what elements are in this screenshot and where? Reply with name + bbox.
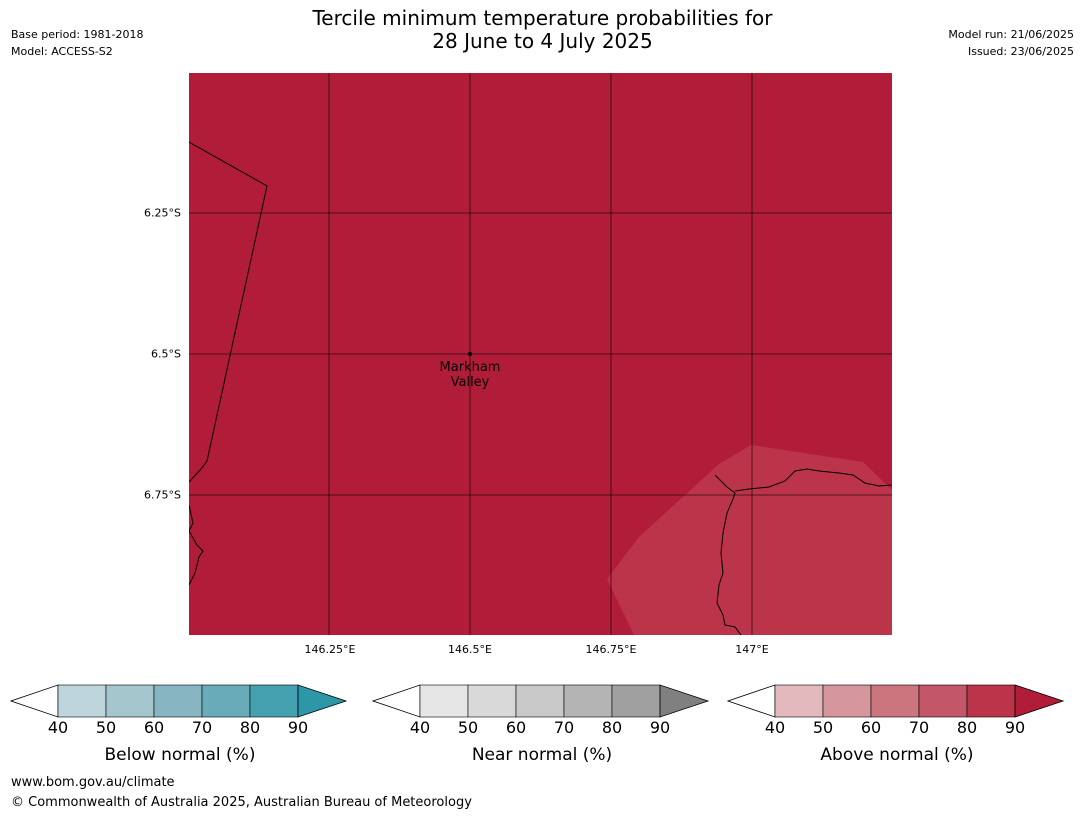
legend-tick: 90 [1004,718,1026,737]
legend-tick: 70 [908,718,930,737]
colorbar-below-normal [10,684,348,718]
map-panel[interactable] [189,73,892,635]
colorbar-segment [611,684,661,718]
colorbar-segment [153,684,203,718]
colorbar-segment [822,684,872,718]
footer-copyright: © Commonwealth of Australia 2025, Austra… [11,795,472,810]
legend-tick: 50 [812,718,834,737]
lon-label: 146.75°E [585,643,637,656]
lat-label: 6.75°S [144,488,181,502]
colorbar-above-normal [727,684,1065,718]
legend-near-normal: 40 50 60 70 80 90 Near normal (%) [372,684,712,765]
coastline-southeast [714,474,742,635]
colorbar-lower-extension [10,684,59,718]
lighter-probability-region [607,445,892,635]
lat-label: 6.5°S [151,347,181,361]
colorbar-segment [419,684,469,718]
place-name-line-2: Valley [450,375,490,390]
issued-text: Issued: 23/06/2025 [967,45,1074,58]
colorbar-upper-extension [1014,684,1065,718]
map-title: Tercile minimum temperature probabilitie… [0,7,1085,53]
model-run-text: Model run: 21/06/2025 [948,28,1074,41]
legend-ticks: 40 50 60 70 80 90 [372,718,712,738]
colorbar-segment [105,684,155,718]
colorbar-segment [563,684,613,718]
legend-tick: 80 [239,718,261,737]
colorbar-segment [249,684,299,718]
map-svg [189,73,892,635]
colorbar-segment [966,684,1016,718]
legend-tick: 40 [47,718,69,737]
model-text: Model: ACCESS-S2 [11,45,113,58]
legend-tick: 60 [505,718,527,737]
coastline-southwest [189,504,204,586]
colorbar-lower-extension [372,684,421,718]
legend-tick: 40 [764,718,786,737]
colorbar-upper-extension [297,684,348,718]
coastline-gulf [734,468,892,492]
legend-ticks: 40 50 60 70 80 90 [10,718,350,738]
colorbar-segment [57,684,107,718]
place-name-line-1: Markham [439,360,501,375]
legend-tick: 80 [601,718,623,737]
footer-url: www.bom.gov.au/climate [11,775,175,790]
legend-tick: 50 [95,718,117,737]
colorbar-segment [774,684,824,718]
colorbar-segment [467,684,517,718]
legend-above-normal: 40 50 60 70 80 90 Above normal (%) [727,684,1067,765]
colorbar-segment [201,684,251,718]
graticule [189,73,892,635]
legend-tick: 80 [956,718,978,737]
base-period-text: Base period: 1981-2018 [11,28,144,41]
lon-label: 146.25°E [304,643,356,656]
legend-tick: 90 [649,718,671,737]
colorbar-segment [515,684,565,718]
legend-title: Near normal (%) [471,745,613,765]
legend-tick: 70 [553,718,575,737]
colorbar-near-normal [372,684,710,718]
place-label-markham-valley: Markham Valley [440,360,501,390]
legend-title: Above normal (%) [820,745,974,765]
lon-label: 147°E [735,643,769,656]
legend-tick: 70 [191,718,213,737]
legend-below-normal: 40 50 60 70 80 90 Below normal (%) [10,684,350,765]
legend-tick: 40 [409,718,431,737]
colorbar-segment [870,684,920,718]
legend-tick: 50 [457,718,479,737]
lon-label: 146.5°E [448,643,492,656]
place-marker [468,352,472,356]
colorbar-upper-extension [659,684,710,718]
border-line-west [189,141,268,483]
header-right-meta: Model run: 21/06/2025 Issued: 23/06/2025 [948,26,1074,60]
legend-tick: 60 [143,718,165,737]
title-line-2: 28 June to 4 July 2025 [432,29,653,53]
header-left-meta: Base period: 1981-2018 Model: ACCESS-S2 [11,26,143,60]
title-line-1: Tercile minimum temperature probabilitie… [312,6,773,30]
colorbar-lower-extension [727,684,776,718]
legend-title: Below normal (%) [104,745,256,765]
legend-ticks: 40 50 60 70 80 90 [727,718,1067,738]
lat-label: 6.25°S [144,206,181,220]
colorbar-segment [918,684,968,718]
legend-tick: 60 [860,718,882,737]
legend-tick: 90 [287,718,309,737]
